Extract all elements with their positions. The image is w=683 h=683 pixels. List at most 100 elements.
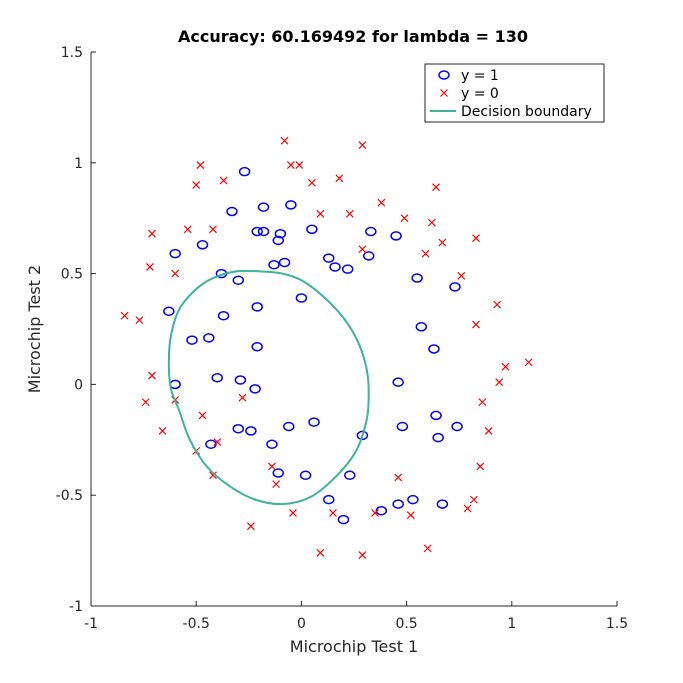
point-negative — [484, 427, 493, 435]
point-negative — [120, 311, 129, 320]
legend-label: y = 0 — [461, 86, 499, 102]
point-negative — [478, 398, 487, 407]
point-negative — [316, 209, 325, 218]
point-positive — [226, 206, 238, 217]
point-positive — [238, 166, 251, 177]
point-positive — [257, 202, 270, 212]
point-negative — [183, 225, 192, 234]
point-negative — [135, 316, 144, 325]
point-positive — [274, 228, 287, 239]
point-negative — [148, 229, 156, 238]
point-positive — [308, 417, 320, 427]
point-positive — [436, 499, 449, 509]
point-positive — [341, 264, 354, 274]
negative-points — [120, 136, 533, 559]
point-negative — [345, 209, 354, 218]
point-negative — [209, 225, 217, 234]
x-tick-label: 1.5 — [606, 616, 628, 632]
point-negative — [427, 218, 436, 227]
point-positive — [356, 430, 369, 441]
point-negative — [295, 161, 304, 169]
point-negative — [438, 238, 447, 247]
point-positive — [205, 439, 217, 449]
point-positive — [432, 432, 444, 443]
x-tick-label: -1 — [84, 616, 98, 632]
point-positive — [186, 335, 198, 345]
point-negative — [280, 136, 289, 145]
point-positive — [392, 377, 404, 387]
point-positive — [306, 224, 318, 235]
point-negative — [421, 249, 430, 258]
legend-label: Decision boundary — [461, 104, 592, 120]
point-positive — [415, 322, 428, 332]
point-negative — [171, 269, 180, 278]
point-negative — [196, 161, 205, 169]
point-negative — [272, 480, 281, 489]
point-negative — [198, 411, 207, 420]
x-tick-label: 1 — [507, 616, 516, 632]
point-positive — [163, 306, 175, 317]
point-positive — [323, 494, 335, 505]
point-negative — [457, 271, 466, 280]
axes — [90, 52, 617, 607]
point-positive — [268, 259, 280, 270]
point-positive — [285, 200, 297, 210]
point-positive — [344, 470, 356, 481]
point-negative — [219, 176, 228, 185]
point-negative — [358, 141, 367, 149]
y-tick-label: -1 — [69, 599, 83, 615]
point-positive — [257, 226, 270, 237]
point-negative — [148, 371, 156, 380]
point-negative — [472, 234, 480, 243]
point-negative — [286, 161, 295, 169]
point-positive — [365, 226, 377, 237]
legend: y = 1 y = 0 Decision boundary — [424, 63, 605, 123]
point-positive — [396, 421, 409, 432]
point-negative — [316, 548, 325, 557]
y-tick-label: 0.5 — [61, 267, 83, 283]
point-positive — [392, 499, 404, 509]
point-negative — [493, 300, 501, 309]
y-axis-label: Microchip Test 2 — [25, 265, 44, 393]
point-positive — [411, 273, 423, 283]
y-tick-label: -0.5 — [56, 488, 83, 504]
x-tick-label: -0.5 — [183, 616, 210, 632]
point-positive — [329, 262, 341, 272]
point-negative — [394, 473, 403, 482]
point-negative — [238, 393, 247, 402]
point-negative — [495, 378, 504, 387]
point-negative — [209, 471, 217, 480]
point-negative — [145, 263, 154, 271]
point-negative — [406, 511, 415, 520]
point-positive — [272, 468, 285, 478]
point-positive — [232, 275, 245, 285]
point-negative — [423, 544, 432, 553]
legend-label: y = 1 — [461, 68, 499, 84]
point-positive — [251, 302, 263, 312]
point-positive — [451, 421, 463, 432]
point-positive — [232, 423, 245, 434]
point-negative — [141, 398, 150, 407]
point-positive — [430, 410, 442, 421]
point-negative — [192, 181, 201, 189]
point-positive — [251, 341, 263, 352]
point-positive — [295, 293, 308, 303]
point-positive — [251, 226, 263, 237]
point-positive — [449, 282, 461, 292]
x-axis-label: Microchip Test 1 — [290, 637, 418, 656]
point-positive — [283, 421, 295, 432]
point-positive — [196, 240, 209, 250]
point-negative — [329, 509, 337, 517]
point-positive — [169, 248, 181, 259]
legend-box — [424, 63, 605, 123]
decision-boundary-line — [167, 269, 370, 506]
legend-x-marker — [440, 89, 448, 97]
point-negative — [307, 178, 316, 187]
point-positive — [217, 310, 230, 321]
point-positive — [234, 375, 247, 385]
point-negative — [246, 522, 255, 531]
point-positive — [278, 257, 291, 268]
point-positive — [337, 514, 350, 525]
point-negative — [470, 495, 478, 504]
